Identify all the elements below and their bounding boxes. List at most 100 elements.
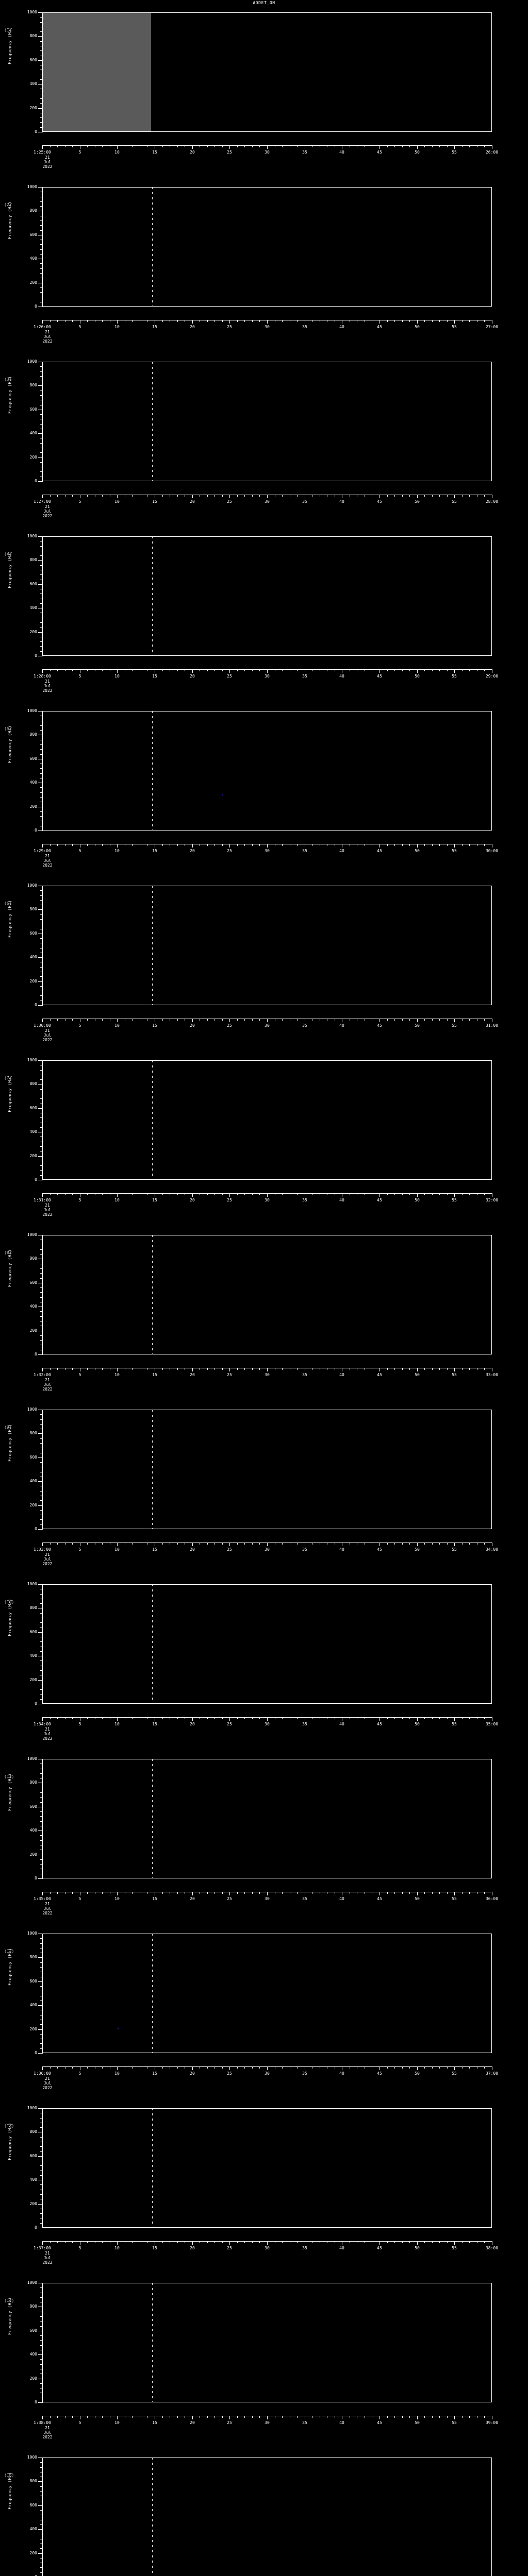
plot-area[interactable] [42,2108,492,2228]
y-axis-minor-tick [40,1821,43,1822]
x-axis-minor-tick [252,2241,253,2243]
y-axis-tick-label: 1000 [27,1058,37,1062]
plot-area[interactable] [42,536,492,656]
x-axis-minor-tick [469,1892,470,1894]
y-axis-tick-label: 0 [35,653,37,658]
x-axis-minor-tick [282,1193,283,1195]
x-axis-minor-tick [162,1892,163,1894]
plot-area[interactable] [42,1759,492,1878]
x-axis-minor-tick [237,1543,238,1545]
x-axis-tick-label: 55 [452,1547,457,1552]
y-axis-tick-label: 600 [29,1455,37,1460]
x-axis-tick-label: 5 [78,1198,81,1202]
x-axis-minor-tick [50,2066,51,2069]
x-axis-tick-label: 5 [78,1722,81,1726]
plot-area[interactable] [42,886,492,1005]
x-axis-minor-tick [402,1892,403,1894]
plot-area[interactable] [42,1584,492,1704]
x-axis-minor-tick [162,2416,163,2418]
x-axis-minor-tick [237,1892,238,1894]
y-axis-minor-tick [40,103,43,104]
x-axis-date-label: 21 Jul 2022 [42,330,53,344]
x-axis-tick [117,2416,118,2419]
plot-area[interactable] [42,2458,492,2576]
x-axis-minor-tick [222,2066,223,2069]
x-axis-minor-tick [102,1717,103,1719]
x-axis-tick-label: 20 [190,849,195,853]
x-axis-tick-label: 25 [227,499,232,504]
x-axis-minor-tick [252,2066,253,2069]
y-axis-tick-label: 800 [29,2129,37,2134]
x-axis-date-label: 21 Jul 2022 [42,1028,53,1042]
plot-area[interactable] [42,711,492,831]
y-axis-minor-tick [40,22,43,23]
x-axis-minor-tick [462,2416,463,2418]
x-axis-tick-label: 5 [78,2420,81,2425]
y-axis-minor-tick [40,2383,43,2384]
x-axis-minor-tick [424,2066,425,2069]
x-axis-tick [192,1368,193,1371]
y-axis-tick-label: 0 [35,1527,37,1531]
x-axis-tick-label: 35 [302,1023,307,1028]
plot-area[interactable] [42,1060,492,1180]
x-axis-tick-label: 55 [452,849,457,853]
x-axis-tick-label: 20 [190,674,195,679]
y-axis-minor-tick [40,1297,43,1298]
spectrogram-panel: (14) Frequency (Hz) 1000 800 600 400 200 0 1:38:… [0,2278,528,2452]
plot-vertical-guide [152,2458,153,2576]
x-axis-minor-tick [102,669,103,671]
x-axis-tick [267,844,268,848]
x-axis-tick-label: 20 [190,2246,195,2250]
y-axis-minor-tick [40,225,43,226]
plot-area[interactable] [42,1235,492,1354]
plot-area[interactable] [42,1410,492,1529]
y-axis-minor-tick [40,268,43,269]
x-axis-tick-label: 20 [190,2420,195,2425]
x-axis-tick [454,1717,455,1721]
x-axis-tick-label: 45 [377,1547,382,1552]
x-axis-tick-label: 35 [302,2246,307,2250]
y-axis-minor-tick [40,651,43,652]
x-axis-minor-tick [132,145,133,147]
x-axis-minor-tick [162,495,163,497]
y-axis-minor-tick [40,1443,43,1444]
x-axis-minor-tick [214,145,215,147]
x-axis-tick-label: 55 [452,2071,457,2076]
x-axis-tick [454,495,455,498]
x-axis-tick [267,1193,268,1197]
plot-area[interactable] [42,362,492,481]
x-axis-tick-label: 15 [152,849,157,853]
y-axis-minor-tick [40,1773,43,1774]
y-axis-minor-tick [40,2118,43,2119]
x-axis-minor-tick [409,2416,410,2418]
y-axis-minor-tick [40,555,43,556]
x-axis-minor-tick [252,1717,253,1719]
y-axis-minor-tick [40,2287,43,2288]
x-axis-minor-tick [259,1892,260,1894]
plot-area[interactable] [42,12,492,132]
x-axis-minor-tick [102,1892,103,1894]
x-axis-minor-tick [244,1193,245,1195]
x-axis-minor-tick [424,844,425,846]
plot-area[interactable] [42,1934,492,2053]
plot-area[interactable] [42,2283,492,2402]
x-axis-tick-label: 50 [415,849,420,853]
y-axis-tick-label: 1000 [27,10,37,14]
x-axis-minor-tick [177,2066,178,2069]
x-axis-minor-tick [162,1717,163,1719]
y-axis-title: Frequency (Hz) [7,26,12,65]
x-axis-tick [117,1543,118,1546]
x-axis-tick-label: 20 [190,325,195,329]
x-axis-tick-label: 35 [302,2420,307,2425]
plot-area[interactable] [42,187,492,307]
x-axis-minor-tick [387,2241,388,2243]
x-axis-date-label: 21 Jul 2022 [42,1203,53,1217]
y-axis-tick-label: 1000 [27,184,37,189]
x-axis-minor-tick [432,145,433,147]
y-axis-tick [38,2005,43,2006]
x-axis-minor-tick [207,1019,208,1021]
x-axis-minor-tick [87,1019,88,1021]
y-axis-minor-tick [40,424,43,425]
x-axis-tick [417,844,418,848]
x-axis-tick [42,320,43,324]
